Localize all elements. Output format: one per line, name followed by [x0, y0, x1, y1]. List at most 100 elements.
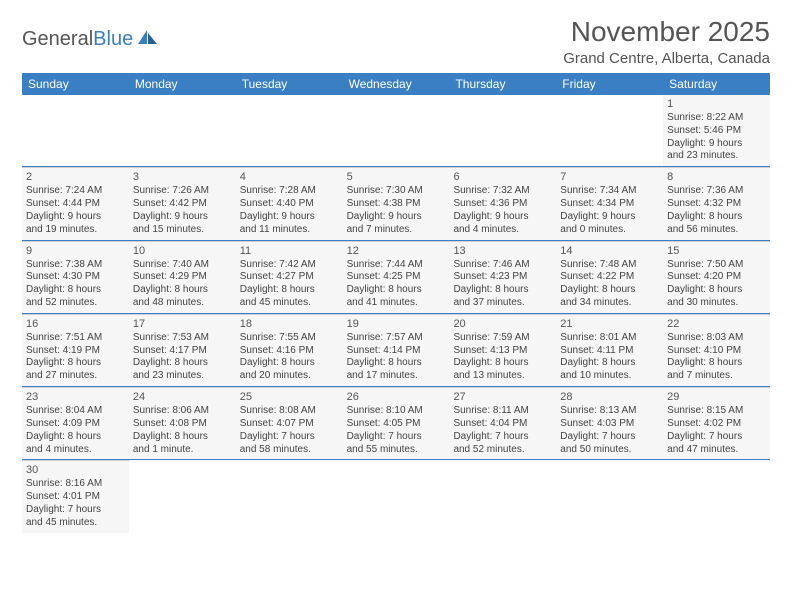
day-number: 30 — [26, 463, 125, 477]
empty-cell — [556, 460, 663, 532]
sunrise-text: Sunrise: 7:36 AM — [667, 185, 766, 198]
sunrise-text: Sunrise: 8:10 AM — [347, 405, 446, 418]
sunset-text: Sunset: 4:23 PM — [453, 271, 552, 284]
dayhead-thu: Thursday — [449, 73, 556, 95]
week-row: 1Sunrise: 8:22 AMSunset: 5:46 PMDaylight… — [22, 95, 770, 167]
daylight-text: and 4 minutes. — [453, 224, 552, 237]
sunrise-text: Sunrise: 7:26 AM — [133, 185, 232, 198]
daylight-text: Daylight: 8 hours — [453, 284, 552, 297]
week-row: 16Sunrise: 7:51 AMSunset: 4:19 PMDayligh… — [22, 314, 770, 387]
day-number: 29 — [667, 390, 766, 404]
day-number: 8 — [667, 170, 766, 184]
daylight-text: Daylight: 8 hours — [240, 357, 339, 370]
empty-cell — [343, 95, 450, 166]
calendar: Sunday Monday Tuesday Wednesday Thursday… — [22, 73, 770, 533]
day-number: 14 — [560, 244, 659, 258]
sunset-text: Sunset: 4:09 PM — [26, 418, 125, 431]
sunrise-text: Sunrise: 8:03 AM — [667, 332, 766, 345]
daylight-text: Daylight: 8 hours — [560, 357, 659, 370]
daylight-text: and 27 minutes. — [26, 370, 125, 383]
sunrise-text: Sunrise: 7:53 AM — [133, 332, 232, 345]
sunrise-text: Sunrise: 7:48 AM — [560, 259, 659, 272]
daylight-text: Daylight: 7 hours — [560, 431, 659, 444]
day-number: 10 — [133, 244, 232, 258]
day-cell: 18Sunrise: 7:55 AMSunset: 4:16 PMDayligh… — [236, 314, 343, 386]
logo: GeneralBlue — [22, 16, 159, 51]
day-cell: 3Sunrise: 7:26 AMSunset: 4:42 PMDaylight… — [129, 167, 236, 239]
sunset-text: Sunset: 4:27 PM — [240, 271, 339, 284]
day-number: 12 — [347, 244, 446, 258]
day-number: 15 — [667, 244, 766, 258]
sunset-text: Sunset: 4:04 PM — [453, 418, 552, 431]
day-number: 2 — [26, 170, 125, 184]
dayhead-tue: Tuesday — [236, 73, 343, 95]
page-title: November 2025 — [563, 16, 770, 48]
daylight-text: Daylight: 8 hours — [347, 357, 446, 370]
sunset-text: Sunset: 4:22 PM — [560, 271, 659, 284]
sunrise-text: Sunrise: 7:40 AM — [133, 259, 232, 272]
sunset-text: Sunset: 4:01 PM — [26, 491, 125, 504]
daylight-text: and 56 minutes. — [667, 224, 766, 237]
day-cell: 10Sunrise: 7:40 AMSunset: 4:29 PMDayligh… — [129, 241, 236, 313]
daylight-text: and 10 minutes. — [560, 370, 659, 383]
sunset-text: Sunset: 4:07 PM — [240, 418, 339, 431]
day-cell: 4Sunrise: 7:28 AMSunset: 4:40 PMDaylight… — [236, 167, 343, 239]
day-cell: 11Sunrise: 7:42 AMSunset: 4:27 PMDayligh… — [236, 241, 343, 313]
daylight-text: Daylight: 8 hours — [347, 284, 446, 297]
empty-cell — [449, 95, 556, 166]
day-number: 23 — [26, 390, 125, 404]
daylight-text: and 13 minutes. — [453, 370, 552, 383]
day-number: 16 — [26, 317, 125, 331]
daylight-text: and 50 minutes. — [560, 444, 659, 457]
title-block: November 2025 Grand Centre, Alberta, Can… — [563, 16, 770, 67]
sunrise-text: Sunrise: 8:04 AM — [26, 405, 125, 418]
daylight-text: and 11 minutes. — [240, 224, 339, 237]
daylight-text: Daylight: 8 hours — [133, 431, 232, 444]
week-row: 30Sunrise: 8:16 AMSunset: 4:01 PMDayligh… — [22, 460, 770, 532]
sunrise-text: Sunrise: 7:42 AM — [240, 259, 339, 272]
header-row: GeneralBlue November 2025 Grand Centre, … — [22, 16, 770, 67]
daylight-text: and 45 minutes. — [26, 517, 125, 530]
sunrise-text: Sunrise: 8:08 AM — [240, 405, 339, 418]
daylight-text: Daylight: 8 hours — [560, 284, 659, 297]
daylight-text: Daylight: 9 hours — [347, 211, 446, 224]
sunrise-text: Sunrise: 7:30 AM — [347, 185, 446, 198]
sunset-text: Sunset: 4:19 PM — [26, 345, 125, 358]
day-cell: 22Sunrise: 8:03 AMSunset: 4:10 PMDayligh… — [663, 314, 770, 386]
day-cell: 30Sunrise: 8:16 AMSunset: 4:01 PMDayligh… — [22, 460, 129, 532]
sunset-text: Sunset: 4:11 PM — [560, 345, 659, 358]
day-cell: 21Sunrise: 8:01 AMSunset: 4:11 PMDayligh… — [556, 314, 663, 386]
sunrise-text: Sunrise: 8:06 AM — [133, 405, 232, 418]
dayhead-fri: Friday — [556, 73, 663, 95]
sunset-text: Sunset: 4:13 PM — [453, 345, 552, 358]
sunrise-text: Sunrise: 8:22 AM — [667, 112, 766, 125]
logo-text-1: General — [22, 28, 93, 51]
daylight-text: and 48 minutes. — [133, 297, 232, 310]
day-number: 26 — [347, 390, 446, 404]
sunset-text: Sunset: 4:10 PM — [667, 345, 766, 358]
daylight-text: and 0 minutes. — [560, 224, 659, 237]
sunset-text: Sunset: 4:38 PM — [347, 198, 446, 211]
sunrise-text: Sunrise: 7:55 AM — [240, 332, 339, 345]
sunrise-text: Sunrise: 7:32 AM — [453, 185, 552, 198]
daylight-text: Daylight: 8 hours — [26, 431, 125, 444]
dayhead-wed: Wednesday — [343, 73, 450, 95]
sunset-text: Sunset: 4:44 PM — [26, 198, 125, 211]
daylight-text: Daylight: 7 hours — [667, 431, 766, 444]
sunrise-text: Sunrise: 7:57 AM — [347, 332, 446, 345]
daylight-text: and 1 minute. — [133, 444, 232, 457]
day-number: 13 — [453, 244, 552, 258]
daylight-text: and 34 minutes. — [560, 297, 659, 310]
daylight-text: Daylight: 7 hours — [347, 431, 446, 444]
day-number: 21 — [560, 317, 659, 331]
sunset-text: Sunset: 4:29 PM — [133, 271, 232, 284]
day-cell: 26Sunrise: 8:10 AMSunset: 4:05 PMDayligh… — [343, 387, 450, 459]
day-number: 18 — [240, 317, 339, 331]
logo-text-2: Blue — [93, 28, 133, 51]
daylight-text: and 41 minutes. — [347, 297, 446, 310]
sunrise-text: Sunrise: 7:34 AM — [560, 185, 659, 198]
sunset-text: Sunset: 4:34 PM — [560, 198, 659, 211]
empty-cell — [449, 460, 556, 532]
day-number: 17 — [133, 317, 232, 331]
sunset-text: Sunset: 4:36 PM — [453, 198, 552, 211]
